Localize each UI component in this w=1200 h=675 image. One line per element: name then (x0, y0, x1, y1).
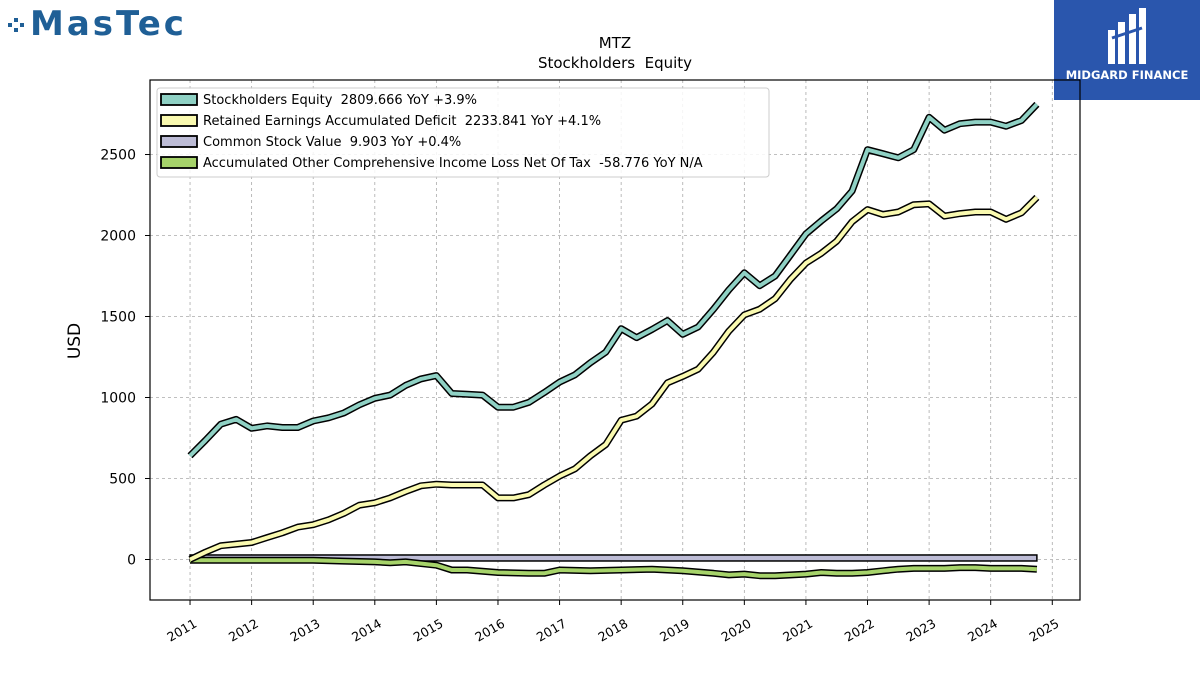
x-tick-label: 2015 (411, 616, 446, 645)
x-tick-label: 2019 (657, 616, 692, 645)
chart-title: MTZ (599, 34, 631, 52)
x-tick-label: 2017 (534, 616, 569, 645)
logo-dots-icon (8, 18, 24, 32)
y-tick-label: 2000 (100, 229, 136, 245)
publisher-logo-text: MIDGARD FINANCE (1065, 68, 1189, 82)
legend-swatch (160, 156, 198, 169)
x-tick-label: 2012 (226, 616, 261, 645)
x-tick-label: 2022 (842, 616, 877, 645)
x-tick-label: 2014 (349, 616, 384, 645)
x-tick-label: 2016 (472, 616, 507, 645)
legend-swatch (160, 135, 198, 148)
legend-label: Accumulated Other Comprehensive Income L… (203, 156, 703, 171)
x-tick-label: 2023 (903, 616, 938, 645)
y-tick-label: 1000 (100, 391, 136, 407)
legend-swatch (160, 93, 198, 106)
company-logo-text: MasTec (30, 4, 187, 44)
publisher-mark-icon (1108, 8, 1146, 64)
chart-subtitle: Stockholders Equity (538, 54, 692, 72)
series-outline-retained (188, 194, 1040, 563)
x-tick-label: 2024 (965, 616, 1000, 645)
x-tick-label: 2021 (780, 616, 815, 645)
series-line-retained (189, 195, 1039, 562)
legend-swatch (160, 114, 198, 127)
x-tick-label: 2025 (1027, 616, 1062, 645)
series-line-aoci (190, 558, 1038, 578)
publisher-logo: MIDGARD FINANCE (1054, 0, 1200, 100)
x-tick-label: 2013 (287, 616, 322, 645)
legend-label: Retained Earnings Accumulated Deficit 22… (203, 114, 601, 129)
series-line-equity (188, 102, 1039, 458)
y-tick-label: 0 (127, 553, 136, 569)
y-tick-label: 500 (109, 472, 136, 488)
y-tick-label: 1500 (100, 310, 136, 326)
x-tick-label: 2011 (164, 616, 199, 645)
x-tick-label: 2020 (719, 616, 754, 645)
company-logo: MasTec (8, 2, 188, 46)
x-tick-label: 2018 (595, 616, 630, 645)
legend-box (156, 87, 770, 178)
legend-label: Common Stock Value 9.903 YoY +0.4% (203, 135, 461, 150)
y-tick-label: 2500 (100, 148, 136, 164)
plot-frame (149, 79, 1081, 601)
legend-label: Stockholders Equity 2809.666 YoY +3.9% (203, 93, 477, 108)
y-axis-label: USD (65, 323, 85, 359)
